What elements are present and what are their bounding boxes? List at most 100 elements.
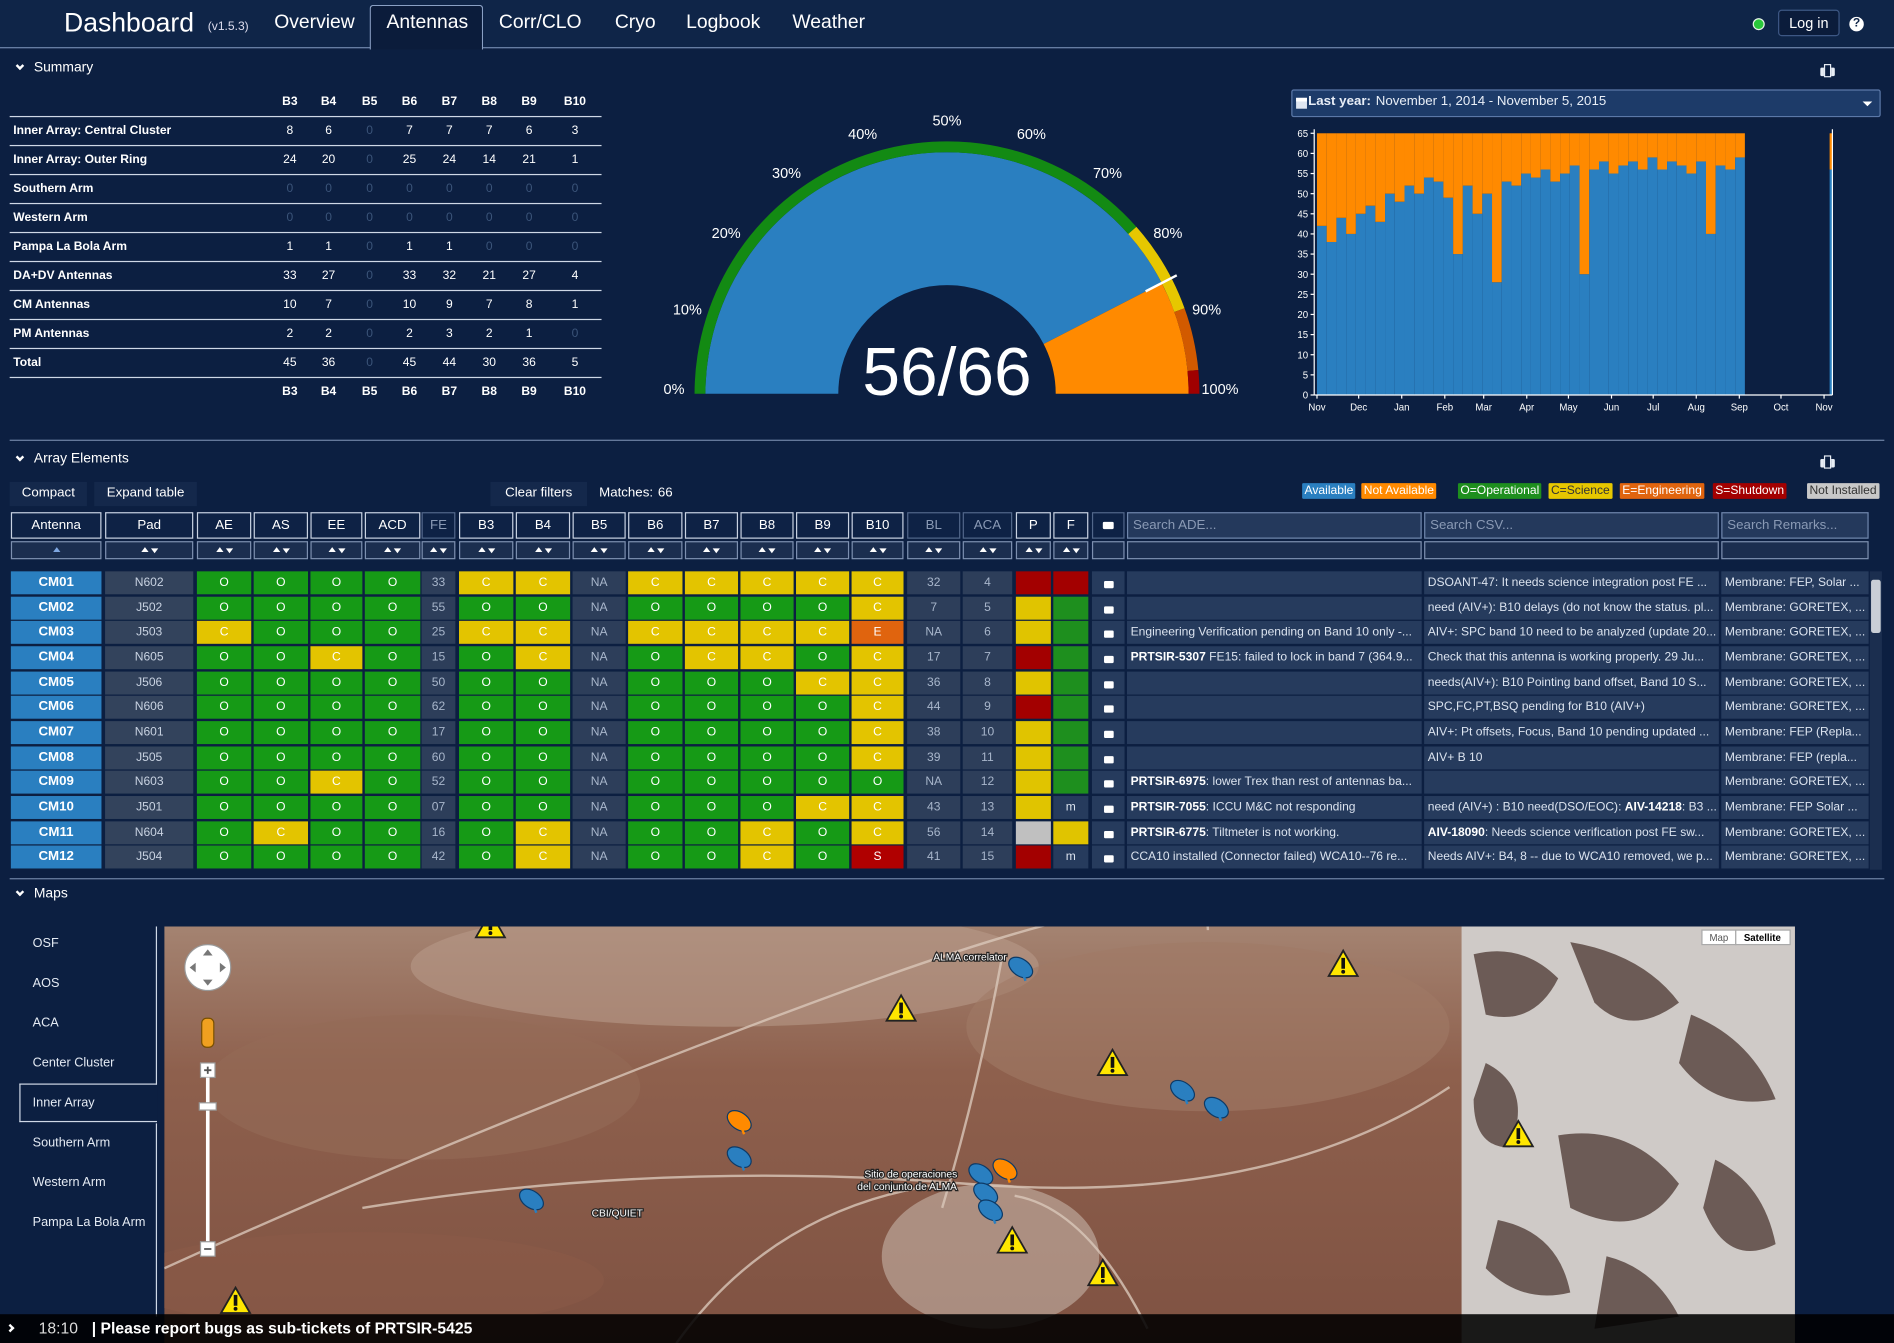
column-header[interactable]: B5 <box>572 512 626 539</box>
date-range-text: Last year: November 1, 2014 - November 5,… <box>1308 94 1606 108</box>
sort-cell[interactable] <box>310 541 363 560</box>
y-tick-label: 35 <box>1297 250 1308 261</box>
help-button[interactable]: ? <box>1849 16 1864 32</box>
zoom-knob[interactable] <box>198 1102 217 1111</box>
map-list-item[interactable]: ACA <box>32 1015 59 1031</box>
column-header[interactable]: P <box>1015 512 1051 539</box>
status-cell: O <box>253 795 309 819</box>
nav-tab[interactable]: Corr/CLO <box>498 12 582 33</box>
column-header[interactable]: AS <box>253 512 309 539</box>
summary-column-footer: B7 <box>441 385 458 399</box>
sort-cell[interactable] <box>459 541 514 560</box>
p-cell <box>1015 621 1051 645</box>
column-header[interactable]: EE <box>310 512 363 539</box>
column-header[interactable]: Antenna <box>10 512 102 539</box>
sort-cell[interactable] <box>907 541 961 560</box>
sort-cell[interactable] <box>572 541 626 560</box>
text-segment: : Tiltmeter is not working. <box>1205 825 1340 839</box>
nav-tab[interactable]: Weather <box>792 12 866 33</box>
map-list-item[interactable]: Center Cluster <box>32 1055 115 1071</box>
gauge-tick-label: 100% <box>1201 382 1238 398</box>
sort-cell[interactable] <box>796 541 850 560</box>
sort-cell[interactable] <box>196 541 252 560</box>
nav-tab[interactable]: Logbook <box>686 12 761 33</box>
toolbar-button[interactable]: Expand table <box>94 481 197 507</box>
nav-tab[interactable]: Cryo <box>614 12 656 33</box>
column-header[interactable]: B8 <box>740 512 794 539</box>
sort-cell[interactable] <box>515 541 571 560</box>
summary-value: 0 <box>366 124 373 138</box>
summary-value: 30 <box>482 356 496 370</box>
login-button[interactable]: Log in <box>1778 9 1840 37</box>
nav-tab[interactable]: Antennas <box>386 12 469 33</box>
antenna-name: CM04 <box>10 646 102 670</box>
nav-tab[interactable]: Overview <box>274 12 355 33</box>
column-header[interactable]: B4 <box>515 512 571 539</box>
column-header[interactable]: BL <box>907 512 961 539</box>
column-header[interactable]: B3 <box>459 512 514 539</box>
remarks-cell: Membrane: GORETEX, ... <box>1721 671 1869 695</box>
map-list-item[interactable]: Pampa La Bola Arm <box>32 1215 146 1230</box>
status-cell: O <box>310 596 363 620</box>
status-cell: O <box>628 646 683 670</box>
column-header[interactable]: B6 <box>628 512 683 539</box>
sort-cell[interactable] <box>421 541 456 560</box>
sort-cell[interactable] <box>851 541 904 560</box>
column-header[interactable]: AE <box>196 512 252 539</box>
status-cell: O <box>459 696 514 720</box>
status-cell: O <box>628 696 683 720</box>
map-list-item[interactable]: Southern Arm <box>32 1135 111 1150</box>
date-range-picker[interactable] <box>1291 89 1881 118</box>
warning-mark <box>1010 1246 1015 1251</box>
toolbar-button[interactable]: Compact <box>9 481 87 507</box>
sort-cell[interactable] <box>1053 541 1089 560</box>
map-list-item[interactable]: Western Arm <box>32 1175 106 1190</box>
status-cell: C <box>796 571 850 595</box>
gauge-value <box>705 152 1162 394</box>
map-list-item[interactable]: OSF <box>32 936 59 951</box>
summary-value: 0 <box>366 298 373 312</box>
y-tick-label: 10 <box>1297 350 1308 361</box>
sort-cell[interactable] <box>684 541 739 560</box>
map-type-button[interactable] <box>1735 929 1791 946</box>
sort-cell[interactable] <box>253 541 309 560</box>
sort-cell[interactable] <box>740 541 794 560</box>
p-cell <box>1015 745 1051 769</box>
column-header[interactable]: FE <box>421 512 456 539</box>
column-header[interactable]: ACD <box>364 512 421 539</box>
map-list-item[interactable]: AOS <box>32 975 60 991</box>
sort-cell[interactable] <box>628 541 683 560</box>
summary-value: 0 <box>525 182 533 196</box>
sort-cell[interactable] <box>1015 541 1051 560</box>
toolbar-button[interactable]: Clear filters <box>490 481 588 507</box>
sort-cell[interactable] <box>105 541 194 560</box>
map-list-item[interactable]: Inner Array <box>32 1095 95 1111</box>
sort-cell[interactable] <box>962 541 1013 560</box>
column-header[interactable]: B10 <box>851 512 904 539</box>
section-title[interactable]: Array Elements <box>33 451 129 467</box>
column-header[interactable]: F <box>1053 512 1089 539</box>
y-tick-label: 45 <box>1297 209 1308 220</box>
summary-value: 0 <box>406 182 413 196</box>
scrollbar-thumb[interactable] <box>1871 579 1881 633</box>
text-segment: AIV+: SPC band 10 need to be analyzed (u… <box>1427 626 1717 640</box>
search-input[interactable]: Search Remarks... <box>1721 512 1869 539</box>
column-header[interactable]: B9 <box>796 512 850 539</box>
status-cell: O <box>628 671 683 695</box>
column-header[interactable]: Pad <box>105 512 194 539</box>
y-tick-label: 55 <box>1297 169 1308 180</box>
section-title[interactable]: Summary <box>33 60 94 75</box>
status-cell: C <box>684 571 739 595</box>
status-cell: 9 <box>962 696 1013 720</box>
search-input[interactable]: Search CSV... <box>1424 512 1719 539</box>
pan-control[interactable] <box>184 943 232 992</box>
sort-cell[interactable] <box>364 541 421 560</box>
section-title[interactable]: Maps <box>33 886 68 902</box>
bar <box>1735 157 1745 395</box>
bar <box>1705 133 1716 234</box>
column-header[interactable]: B7 <box>684 512 739 539</box>
summary-row-label: Western Arm <box>13 211 88 225</box>
terrain-patch <box>205 1014 641 1160</box>
search-input[interactable]: Search ADE... <box>1126 512 1422 539</box>
column-header[interactable]: ACA <box>962 512 1013 539</box>
